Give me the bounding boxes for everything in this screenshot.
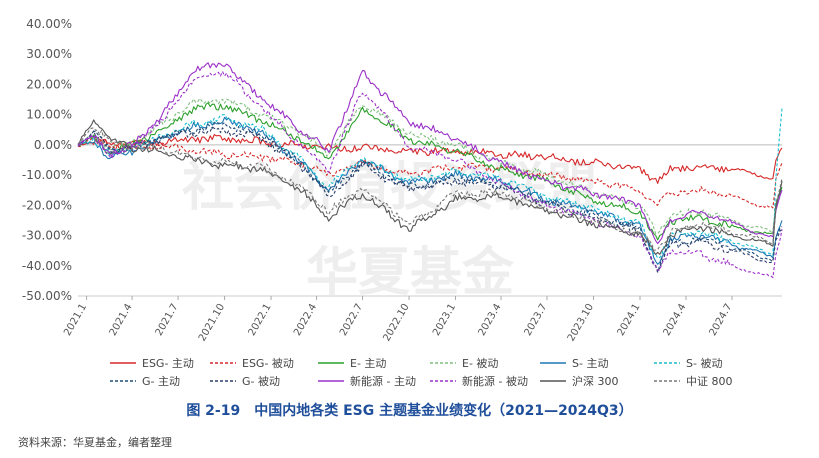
x-tick-label: 2021.4 <box>108 302 135 338</box>
y-tick-label: 30.00% <box>26 47 72 61</box>
x-tick-label: 2024.4 <box>662 302 689 338</box>
y-tick-label: -40.00% <box>22 259 72 273</box>
watermark-text: 社会价值投资联盟 <box>182 158 598 218</box>
x-tick-label: 2023.7 <box>523 302 550 338</box>
x-tick-label: 2023.4 <box>477 302 504 338</box>
x-tick-label: 2022.1 <box>247 302 274 338</box>
series-line <box>77 136 783 209</box>
legend-label: G- 主动 <box>142 375 180 388</box>
y-tick-label: -50.00% <box>22 289 72 303</box>
watermark-text: 华夏基金 <box>306 243 515 303</box>
series-line <box>77 121 783 273</box>
legend-label: 中证 800 <box>686 375 733 388</box>
legend-label: S- 被动 <box>686 357 722 370</box>
x-tick-label: 2023.1 <box>431 302 458 338</box>
y-tick-label: 10.00% <box>26 108 72 122</box>
figure-caption: 图 2-19 中国内地各类 ESG 主题基金业绩变化（2021—2024Q3） <box>186 403 633 419</box>
series-line <box>77 108 783 259</box>
series-layer <box>77 62 783 279</box>
y-tick-label: 0.00% <box>34 138 72 152</box>
x-tick-label: 2022.4 <box>292 302 319 338</box>
legend-label: 沪深 300 <box>572 374 619 388</box>
series-line <box>77 119 783 255</box>
legend-label: E- 主动 <box>350 357 386 370</box>
x-tick-label: 2023.10 <box>566 302 596 343</box>
x-tick-label: 2021.7 <box>154 302 181 338</box>
x-tick-label: 2024.7 <box>708 302 735 338</box>
x-tick-label: 2022.10 <box>381 302 411 343</box>
legend-label: ESG- 被动 <box>242 357 294 370</box>
y-tick-label: 40.00% <box>26 17 72 31</box>
legend-label: G- 被动 <box>242 375 280 388</box>
y-tick-label: -30.00% <box>22 229 72 243</box>
series-line <box>77 126 783 274</box>
x-tick-label: 2024.1 <box>616 302 643 338</box>
x-tick-label: 2021.10 <box>197 302 227 343</box>
y-tick-label: -10.00% <box>22 168 72 182</box>
legend: ESG- 主动 ESG- 被动 E- 主动 E- 被动 S- 主动 S- 被动 G- 主动 G… <box>110 357 733 388</box>
legend-label: S- 主动 <box>572 357 608 370</box>
y-tick-label: -20.00% <box>22 198 72 212</box>
legend-label: 新能源 - 主动 <box>350 374 416 388</box>
legend-label: 新能源 - 被动 <box>462 374 528 388</box>
source-note: 资料来源：华夏基金，编者整理 <box>18 436 172 449</box>
series-line <box>77 127 783 251</box>
series-line <box>77 97 783 235</box>
y-tick-label: 20.00% <box>26 77 72 91</box>
series-line <box>77 70 783 279</box>
series-line <box>77 62 783 245</box>
x-tick-label: 2021.1 <box>62 302 89 338</box>
series-line <box>77 116 783 265</box>
x-tick-label: 2022.7 <box>338 302 365 338</box>
legend-label: E- 被动 <box>462 357 498 370</box>
legend-label: ESG- 主动 <box>142 357 194 370</box>
